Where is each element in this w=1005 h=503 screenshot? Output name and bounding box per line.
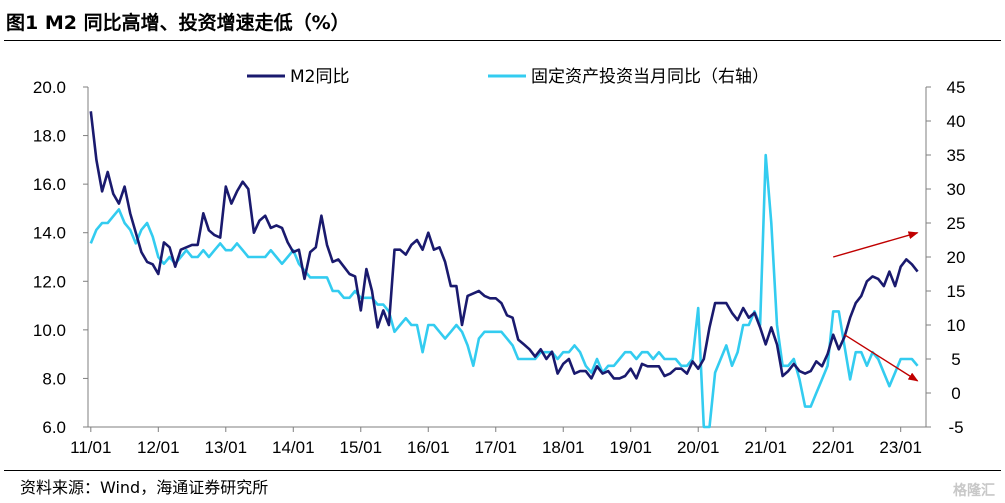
chart-axes: 6.0 8.0 10.0 12.0 14.0 16.0 18.0 20.0 -5 0 5 10 15 20…	[33, 78, 966, 457]
x-tick-label: 11/01	[70, 438, 111, 457]
x-tick-label: 15/01	[339, 438, 382, 457]
right-tick-label: 30	[947, 180, 966, 199]
left-tick-label: 14.0	[33, 224, 66, 243]
x-tick-label: 22/01	[812, 438, 855, 457]
source-note: 资料来源：Wind，海通证券研究所	[20, 478, 269, 497]
x-tick-label: 21/01	[744, 438, 787, 457]
right-tick-label: 0	[951, 384, 960, 403]
left-tick-label: 6.0	[42, 418, 66, 437]
left-tick-label: 16.0	[33, 175, 66, 194]
x-tick-label: 23/01	[879, 438, 922, 457]
x-tick-label: 14/01	[272, 438, 315, 457]
x-tick-label: 18/01	[542, 438, 585, 457]
chart-series	[89, 111, 919, 429]
right-tick-label: 5	[951, 350, 960, 369]
title-divider	[4, 40, 1001, 41]
right-tick-label: 35	[947, 146, 966, 165]
right-tick-label: 25	[947, 214, 966, 233]
x-tick-label: 12/01	[137, 438, 180, 457]
right-tick-label: 10	[947, 316, 966, 335]
down-arrow	[844, 334, 919, 382]
left-tick-label: 20.0	[33, 78, 66, 97]
chart-legend: M2同比 固定资产投资当月同比（右轴）	[247, 67, 769, 87]
left-tick-label: 8.0	[42, 369, 66, 388]
right-tick-label: 20	[947, 248, 966, 267]
x-tick-label: 20/01	[677, 438, 720, 457]
chart-annotations	[833, 231, 919, 382]
left-tick-label: 12.0	[33, 272, 66, 291]
legend-label: M2同比	[290, 67, 349, 87]
left-tick-label: 18.0	[33, 127, 66, 146]
right-tick-label: 40	[947, 112, 966, 131]
x-tick-label: 17/01	[474, 438, 517, 457]
watermark-logo: 格隆汇	[953, 483, 995, 499]
x-tick-label: 13/01	[205, 438, 248, 457]
right-tick-label: 45	[947, 78, 966, 97]
series-line-m2	[89, 111, 919, 380]
series-line-fai	[89, 153, 919, 429]
left-tick-label: 10.0	[33, 321, 66, 340]
source-divider	[4, 470, 1001, 471]
x-tick-label: 19/01	[609, 438, 652, 457]
x-tick-label: 16/01	[407, 438, 450, 457]
right-tick-label: -5	[948, 418, 963, 437]
right-tick-label: 15	[947, 282, 966, 301]
up-arrow	[833, 231, 919, 258]
legend-label: 固定资产投资当月同比（右轴）	[531, 67, 769, 87]
chart-title: 图1 M2 同比高增、投资增速走低（%）	[6, 12, 350, 34]
